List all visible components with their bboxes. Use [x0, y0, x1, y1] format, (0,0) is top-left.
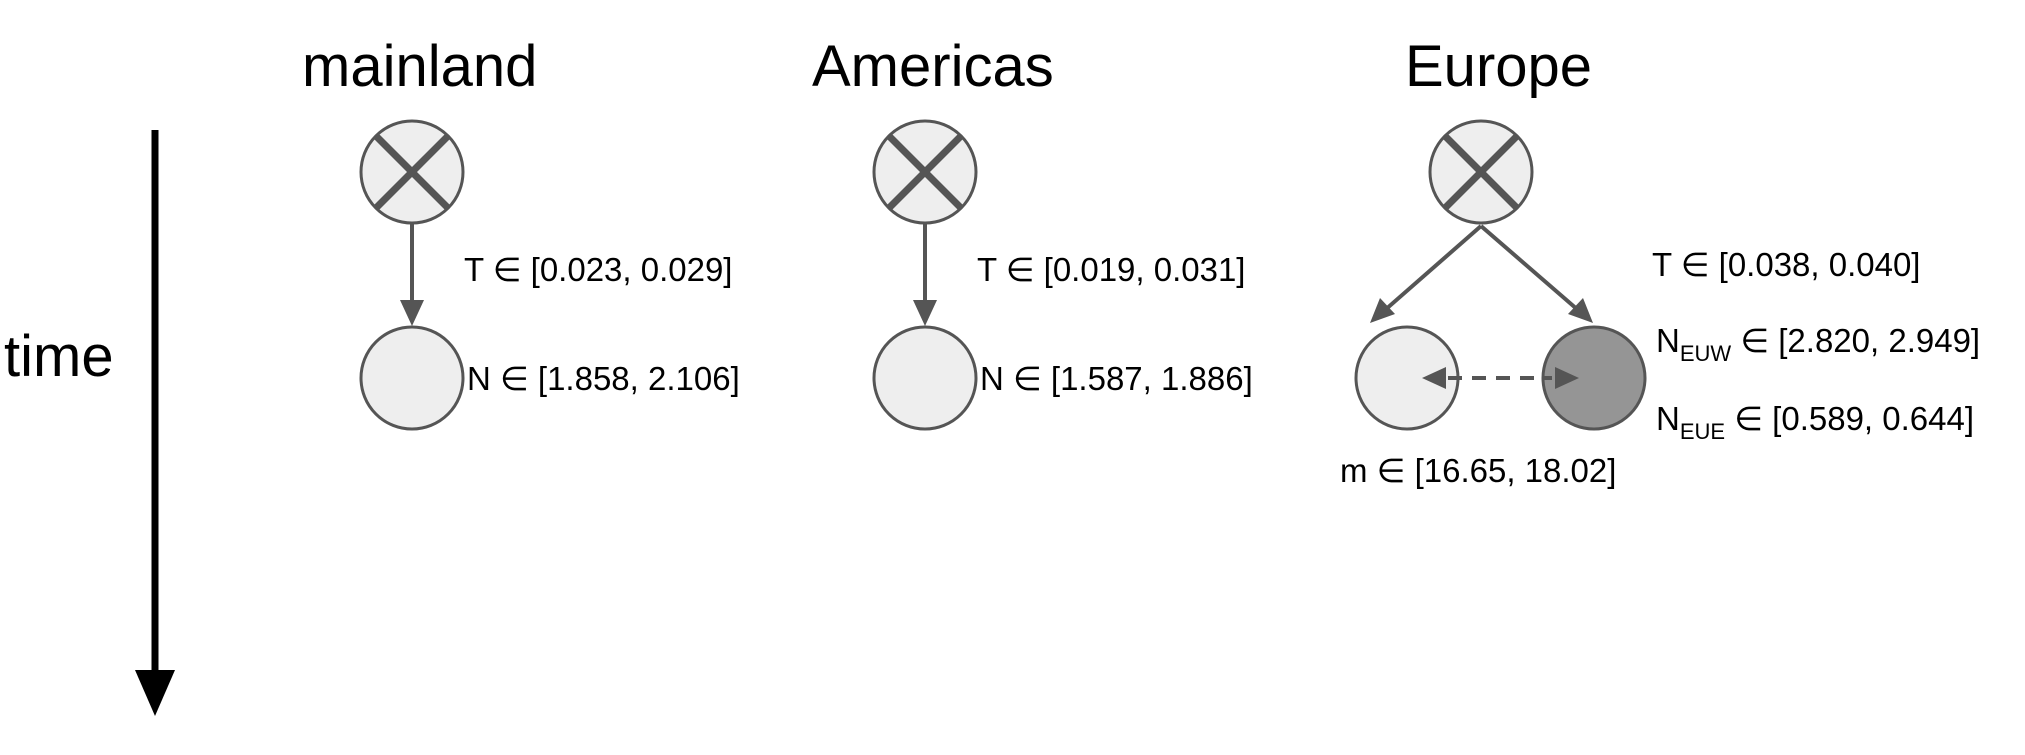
param-N-EUE-sub: EUE [1680, 419, 1725, 444]
panel-europe: Europe T ∈ [0.038, 0.040] NEUW ∈ [2.820,… [1340, 34, 1980, 489]
population-node-mainland [359, 325, 465, 431]
param-N-EUE-range: ∈ [0.589, 0.644] [1725, 400, 1974, 437]
param-m-europe: m ∈ [16.65, 18.02] [1340, 452, 1616, 489]
time-axis-label: time [4, 324, 114, 389]
population-node-americas [872, 325, 978, 431]
param-N-EUE-base: N [1656, 400, 1680, 437]
param-N-EUE: NEUE ∈ [0.589, 0.644] [1656, 400, 1974, 444]
ancestral-node-mainland [359, 119, 465, 225]
edge-europe-west-arrowhead [1370, 298, 1395, 323]
panel-title-europe: Europe [1405, 34, 1592, 99]
ancestral-node-europe [1428, 119, 1534, 225]
edge-mainland-arrowhead [400, 300, 424, 326]
edge-europe-west [1383, 224, 1483, 312]
panel-title-americas: Americas [812, 34, 1054, 99]
param-N-EUW-base: N [1656, 322, 1680, 359]
edge-europe-east [1479, 224, 1580, 312]
time-axis-arrowhead [135, 670, 175, 716]
ancestral-node-americas [872, 119, 978, 225]
param-N-EUW-sub: EUW [1680, 341, 1732, 366]
time-axis: time [4, 130, 175, 716]
param-T-americas: T ∈ [0.019, 0.031] [977, 251, 1245, 288]
param-T-europe: T ∈ [0.038, 0.040] [1652, 246, 1920, 283]
edge-americas-arrowhead [913, 300, 937, 326]
edge-europe-east-arrowhead [1568, 298, 1593, 323]
param-N-EUW-range: ∈ [2.820, 2.949] [1731, 322, 1980, 359]
migration-arrowhead-right [1555, 367, 1579, 389]
param-N-EUW: NEUW ∈ [2.820, 2.949] [1656, 322, 1980, 366]
panel-mainland: mainland T ∈ [0.023, 0.029] N ∈ [1.858, … [302, 34, 740, 431]
panel-americas: Americas T ∈ [0.019, 0.031] N ∈ [1.587, … [812, 34, 1253, 431]
migration-arrowhead-left [1422, 367, 1446, 389]
panel-title-mainland: mainland [302, 34, 537, 99]
param-N-americas: N ∈ [1.587, 1.886] [980, 360, 1253, 397]
param-T-mainland: T ∈ [0.023, 0.029] [464, 251, 732, 288]
population-node-europe-east [1541, 325, 1647, 431]
param-N-mainland: N ∈ [1.858, 2.106] [467, 360, 740, 397]
